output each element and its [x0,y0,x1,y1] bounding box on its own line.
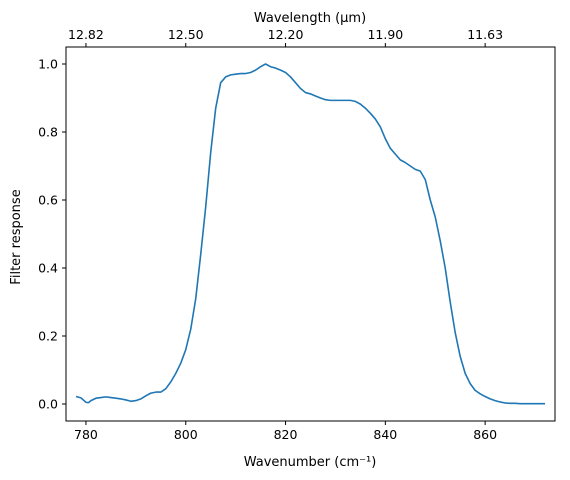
y-axis-title: Filter response [9,189,24,284]
x-tick-label: 800 [174,427,198,442]
response-curve [75,63,546,405]
top-tick-label: 12.20 [268,27,304,42]
top-tick-label: 11.63 [467,27,503,42]
top-tick-label: 11.90 [367,27,403,42]
plot-area [65,46,556,422]
x-axis-top: 12.82 12.50 12.20 11.90 11.63 [68,27,503,47]
y-tick-label: 0.2 [38,329,58,344]
y-tick-label: 0.4 [38,261,58,276]
top-axis-title: Wavelength (μm) [254,11,366,26]
y-tick-label: 0.6 [38,193,58,208]
top-tick-label: 12.82 [68,27,104,42]
x-tick-label: 840 [373,427,397,442]
axes-frame [65,46,556,422]
y-tick-label: 1.0 [38,57,58,72]
y-axis-left: 0.0 0.2 0.4 0.6 0.8 1.0 [38,57,66,412]
top-tick-label: 12.50 [168,27,204,42]
x-tick-label: 820 [274,427,298,442]
x-axis-title: Wavenumber (cm⁻¹) [244,455,377,470]
y-tick-label: 0.8 [38,125,58,140]
x-axis-bottom: 780 800 820 840 860 [74,421,497,442]
y-tick-label: 0.0 [38,397,58,412]
x-tick-label: 860 [473,427,497,442]
x-tick-label: 780 [74,427,98,442]
